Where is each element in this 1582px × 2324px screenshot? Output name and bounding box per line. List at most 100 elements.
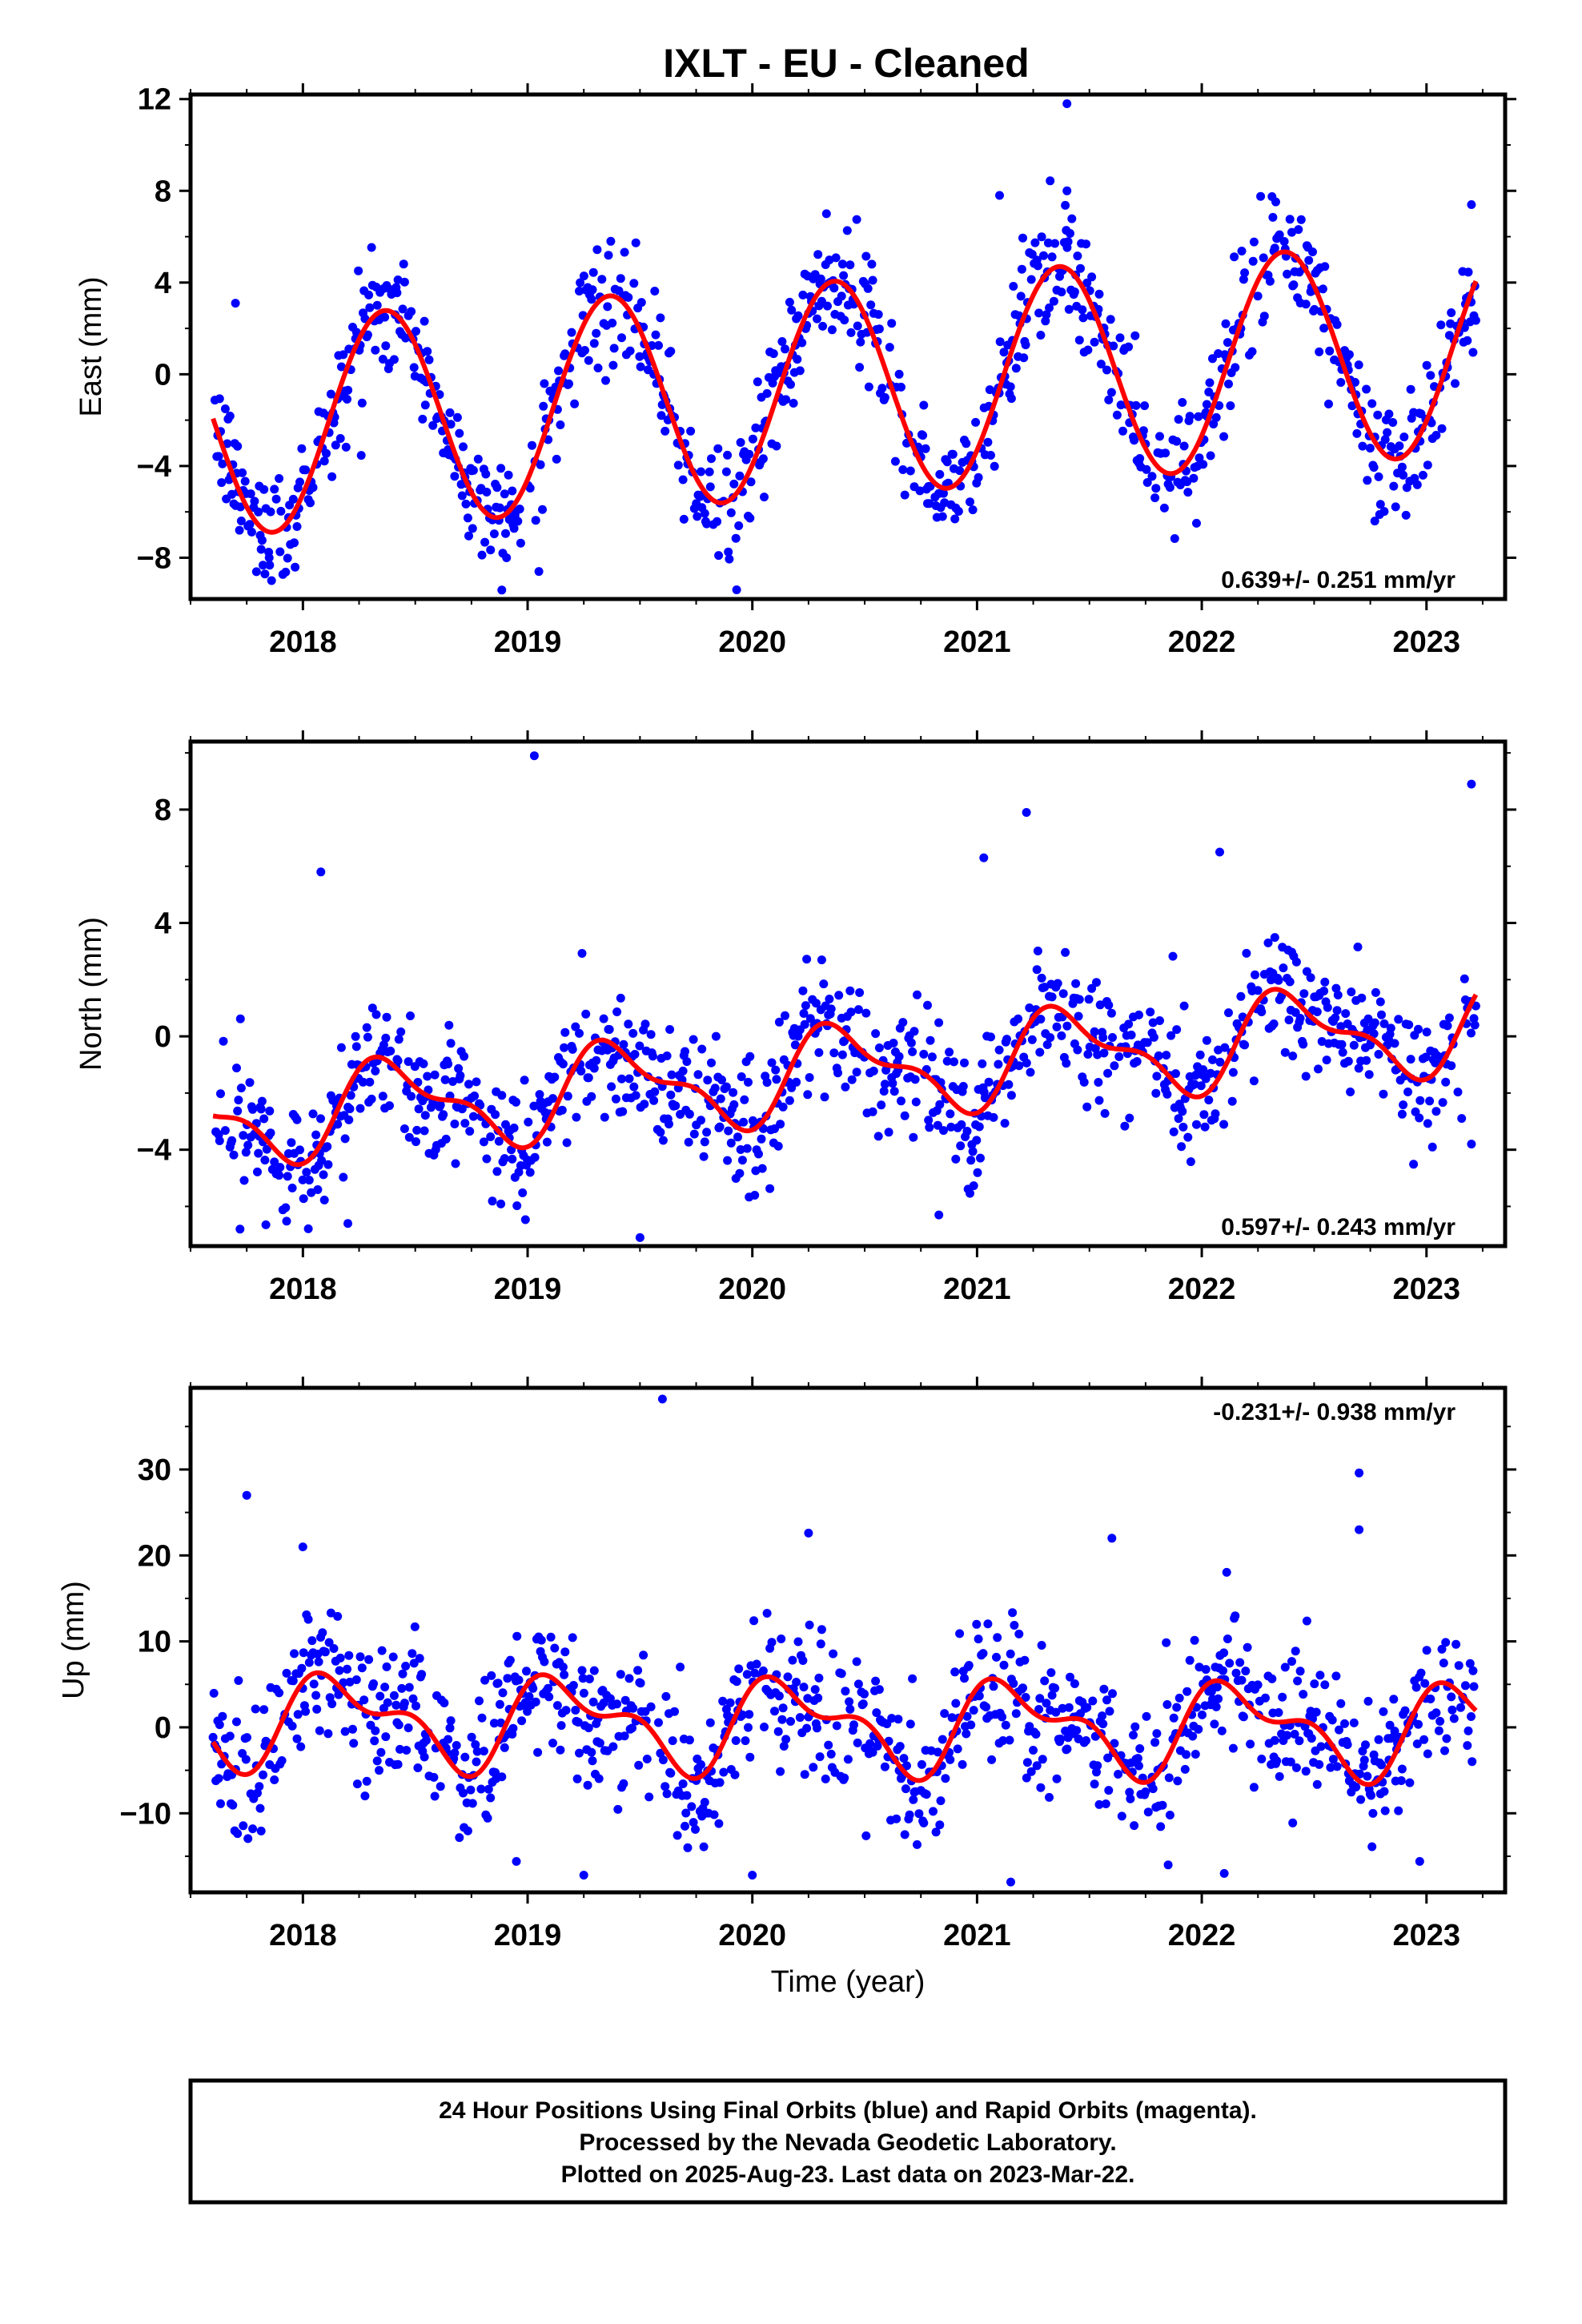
data-point [751, 1166, 761, 1176]
data-point [238, 468, 247, 477]
data-point [1355, 1769, 1364, 1779]
data-point [1018, 1683, 1027, 1693]
data-point [765, 1184, 775, 1193]
data-point [542, 1137, 552, 1147]
data-point [1114, 1770, 1123, 1779]
data-point [825, 995, 834, 1003]
data-point [1066, 1672, 1074, 1682]
y-tick-label: 0 [155, 358, 171, 392]
data-point [277, 1756, 287, 1765]
data-point [216, 1089, 225, 1099]
data-point [1192, 1120, 1201, 1129]
data-point [945, 1047, 954, 1057]
data-point [790, 1040, 800, 1050]
data-point [1275, 230, 1284, 239]
data-point [480, 537, 490, 547]
data-point [813, 314, 821, 324]
data-point [1375, 500, 1385, 509]
data-point [1063, 237, 1073, 247]
data-point [533, 1747, 543, 1757]
data-point [1370, 1018, 1379, 1027]
data-point [827, 325, 837, 335]
data-point [482, 1154, 492, 1164]
data-point [1190, 1635, 1199, 1645]
data-point [689, 1035, 698, 1044]
data-point [774, 1691, 784, 1701]
data-point [721, 467, 731, 476]
data-point [508, 486, 517, 496]
data-point [636, 1679, 645, 1688]
data-point [1269, 1019, 1279, 1028]
data-point [312, 1704, 322, 1714]
data-point-outlier [732, 585, 741, 594]
data-point [1182, 1687, 1192, 1696]
data-point [1249, 1783, 1259, 1792]
data-point [1274, 1708, 1283, 1717]
data-point [444, 1059, 453, 1069]
data-point [322, 448, 331, 458]
data-point [778, 1102, 788, 1112]
data-point [900, 490, 909, 500]
data-point [209, 1688, 219, 1698]
data-point [700, 1798, 709, 1807]
data-point [923, 1000, 932, 1010]
data-point [745, 1752, 755, 1762]
data-point [805, 1620, 814, 1630]
data-point [1452, 1639, 1461, 1649]
data-point [1412, 1739, 1422, 1749]
data-point [1211, 1109, 1220, 1119]
data-point [845, 1704, 855, 1714]
data-points [208, 1394, 1479, 1887]
data-point [1150, 1738, 1160, 1747]
data-point [1416, 1668, 1426, 1678]
data-point [1259, 253, 1268, 263]
data-point [604, 251, 613, 260]
data-point [1082, 1736, 1090, 1745]
data-point [746, 477, 756, 487]
data-point [705, 482, 715, 492]
data-point [378, 1092, 387, 1101]
data-point [480, 1675, 490, 1685]
data-point [1442, 1734, 1452, 1743]
data-point [1396, 1776, 1406, 1785]
data-point [233, 1829, 243, 1839]
data-point [682, 1791, 692, 1800]
data-point-outlier [1467, 779, 1476, 789]
data-point [624, 292, 633, 302]
data-point [1103, 1753, 1113, 1763]
data-point [304, 1658, 314, 1667]
data-point [1210, 1719, 1219, 1729]
data-point [423, 1072, 432, 1081]
data-point [525, 1168, 535, 1177]
data-point [620, 1695, 630, 1705]
data-point [1102, 365, 1111, 375]
data-point [502, 553, 512, 562]
data-point [393, 275, 403, 284]
data-point [1105, 1707, 1114, 1716]
data-point [1073, 251, 1082, 261]
data-point [739, 1117, 749, 1127]
data-point [697, 1044, 707, 1054]
data-point [396, 1744, 404, 1754]
data-point [742, 1144, 752, 1153]
data-point [1291, 1763, 1301, 1772]
data-point [1155, 1016, 1164, 1025]
data-point [805, 1014, 815, 1023]
data-point [1374, 472, 1383, 481]
data-point [460, 1119, 470, 1128]
data-point [1470, 1020, 1480, 1030]
data-point [984, 1077, 994, 1087]
data-point [1047, 992, 1057, 1002]
data-point [752, 1659, 761, 1669]
data-point [588, 267, 598, 277]
data-point [1074, 336, 1084, 345]
data-point [802, 1723, 812, 1733]
data-point [568, 1633, 577, 1642]
data-point [707, 1058, 716, 1068]
data-point [1026, 1767, 1036, 1776]
data-point [614, 286, 624, 296]
data-point [409, 363, 419, 372]
data-point [841, 1687, 850, 1696]
data-point-outlier [748, 1871, 757, 1880]
data-point [381, 1033, 391, 1043]
